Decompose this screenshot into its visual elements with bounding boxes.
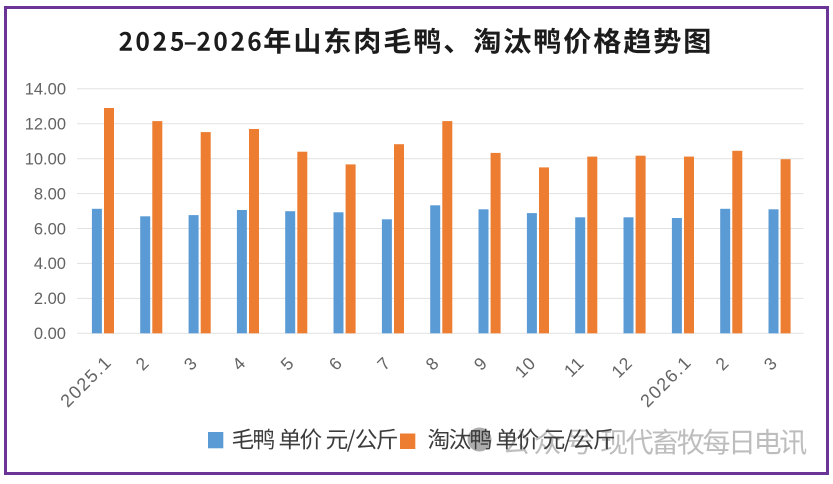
svg-text:12.00: 12.00	[25, 116, 66, 134]
svg-text:6.00: 6.00	[34, 220, 66, 238]
svg-text:4.00: 4.00	[34, 255, 66, 273]
svg-text:8.00: 8.00	[34, 185, 66, 203]
svg-text:14.00: 14.00	[25, 81, 66, 99]
svg-text:10.00: 10.00	[25, 151, 66, 169]
svg-text:0.00: 0.00	[34, 325, 66, 343]
svg-text:2.00: 2.00	[34, 290, 66, 308]
